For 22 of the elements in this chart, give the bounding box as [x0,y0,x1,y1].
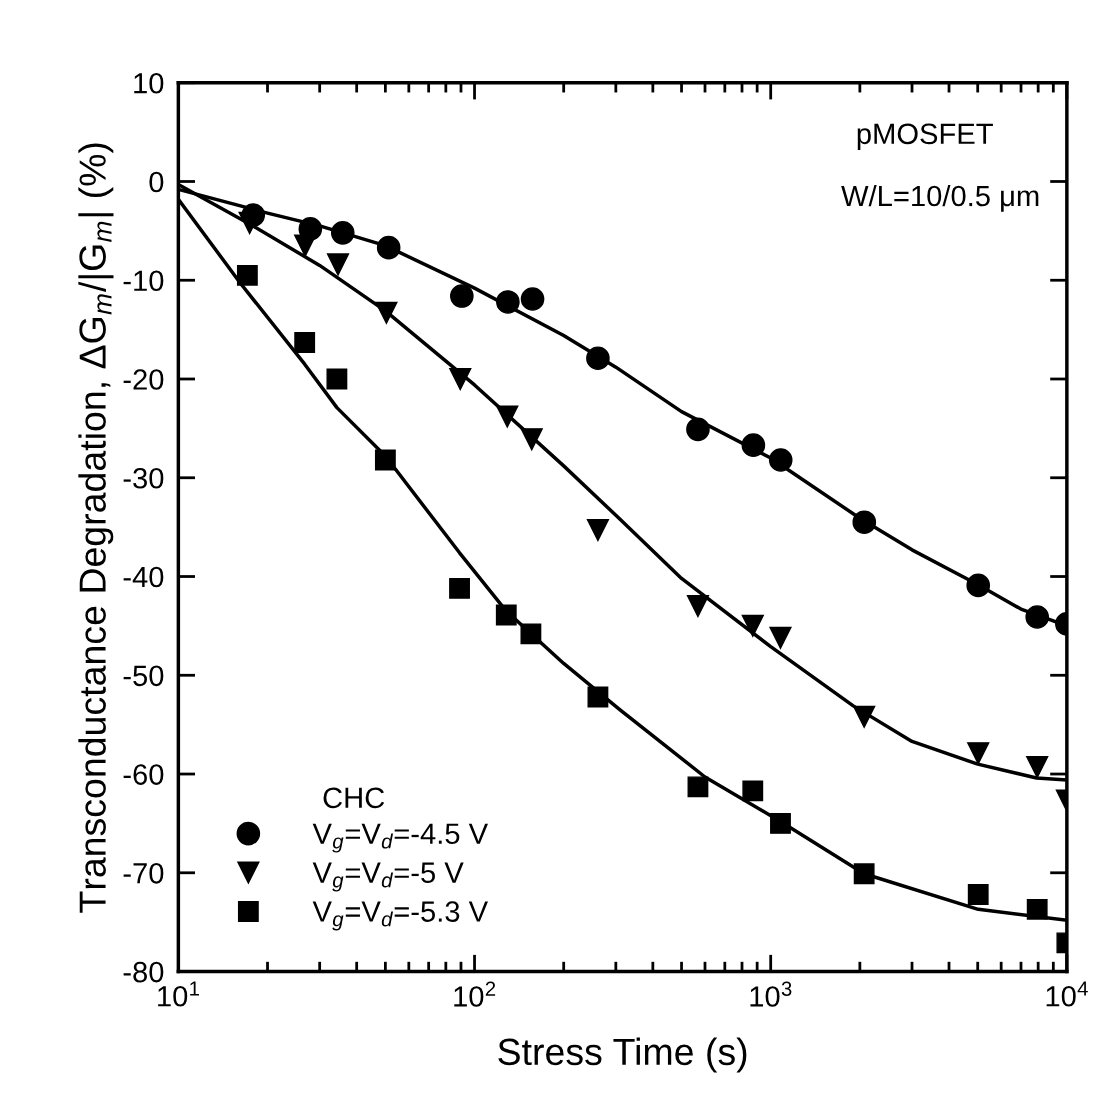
y-tick-label: -80 [123,961,164,983]
legend-label: V$_{g}$=V$_{d}$=-5.3 V [312,901,488,931]
annotation: W/L=10/0.5 μm [841,184,1039,212]
y-axis-title: Transconductance Degradation, ΔG$_{m}$/|G$_{m}$| (%) [78,143,114,913]
x-tick-label: 10$^{4}$ [1046,981,1088,1007]
y-tick-label: -20 [123,369,164,390]
legend-label: V$_{g}$=V$_{d}$=-4.5 V [312,823,488,853]
x-axis-title: Stress Time (s) [498,1037,747,1073]
x-tick-label: 10$^{1}$ [158,981,199,1007]
y-tick-label: -30 [123,467,164,489]
y-tick-label: -60 [123,764,164,785]
legend-title: CHC [323,787,385,809]
x-tick-label: 10$^{2}$ [454,981,496,1007]
y-tick-label: 0 [149,171,164,193]
legend-label: V$_{g}$=V$_{d}$=-5 V [312,862,464,892]
annotation: pMOSFET [857,123,993,150]
y-tick-label: -50 [123,665,164,687]
y-tick-label: -70 [123,862,164,884]
x-tick-label: 10$^{3}$ [750,981,792,1007]
y-tick-label: -10 [123,270,164,292]
y-tick-label: -40 [123,566,164,588]
y-tick-label: 10 [134,72,164,94]
